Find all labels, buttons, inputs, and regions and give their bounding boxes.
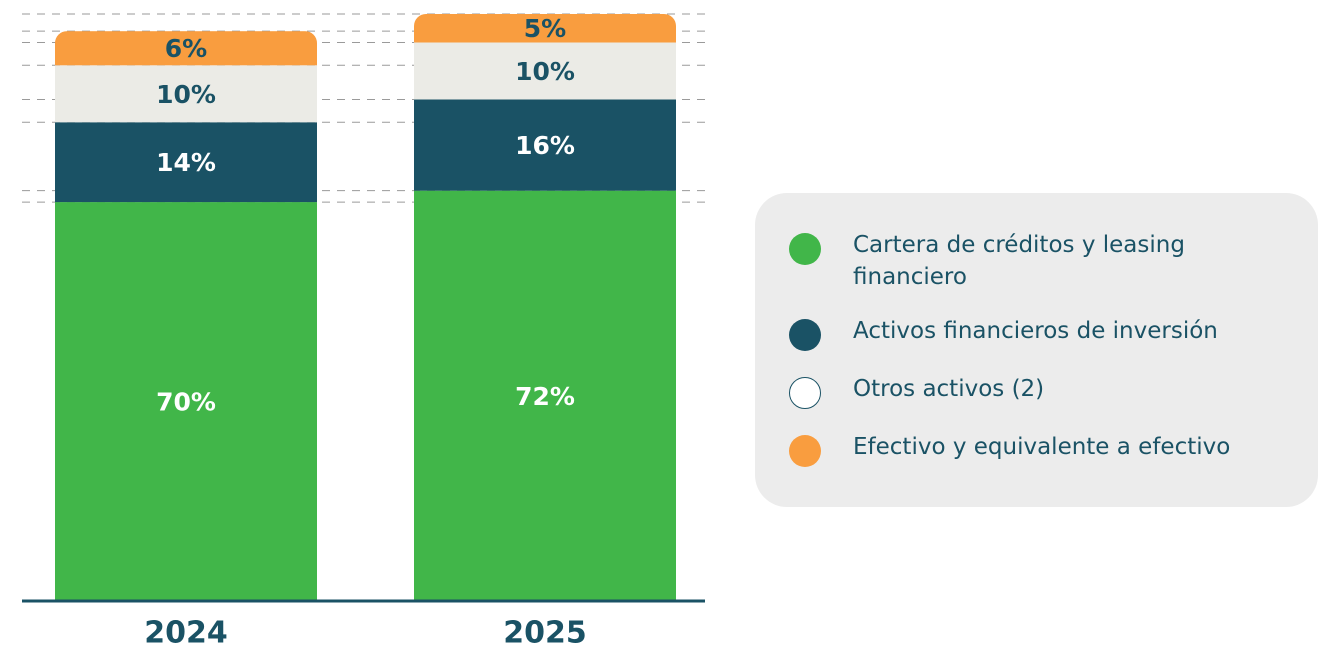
legend-item: Cartera de créditos y leasing financiero [789,229,1298,293]
bar-group [414,14,676,601]
bar-segment [55,31,317,66]
plot: 70% 14% 10% 6% 2024 72% 16% 10% 5% 2025 [22,13,705,647]
bar-segment [55,202,317,601]
legend-marker [789,435,821,467]
value-label: 10% [515,57,575,86]
legend-item: Activos financieros de inversión [789,315,1298,351]
legend-label: Otros activos (2) [853,376,1045,402]
legend-marker [789,377,821,409]
bar-segment [55,65,317,123]
legend-item: Efectivo y equivalente a efectivo [789,431,1298,467]
bar-segment [414,14,676,43]
legend-label: Cartera de créditos y leasing financiero [853,232,1185,290]
value-label: 14% [156,148,216,177]
value-label: 70% [156,388,216,417]
bar-segment [414,99,676,191]
x-tick-label: 2025 [503,616,587,647]
value-label: 10% [156,80,216,109]
x-tick-label: 2024 [144,616,228,647]
legend: Cartera de créditos y leasing financiero… [755,193,1318,507]
legend-item: Otros activos (2) [789,373,1298,409]
bar-segment [55,122,317,203]
value-label: 5% [524,14,566,43]
legend-marker [789,233,821,265]
legend-label: Activos financieros de inversión [853,318,1218,344]
value-label: 16% [515,131,575,160]
bar-segment [414,190,676,601]
bar-group [55,31,317,601]
value-label: 6% [165,34,207,63]
legend-marker [789,319,821,351]
value-label: 72% [515,382,575,411]
bar-segment [414,42,676,100]
legend-label: Efectivo y equivalente a efectivo [853,434,1231,460]
